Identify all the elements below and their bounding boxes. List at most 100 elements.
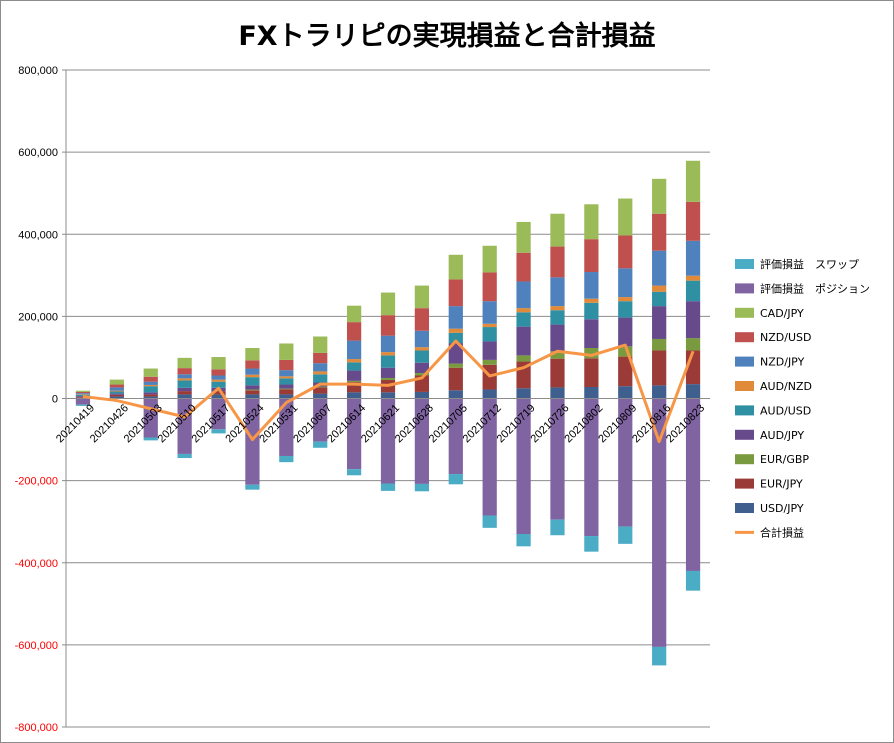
legend-label: EUR/JPY: [760, 478, 803, 491]
bar-eval-position: [414, 398, 430, 484]
bar-USD-JPY: [448, 390, 463, 399]
bar-EUR-JPY: [618, 356, 633, 387]
legend-swatch: [735, 307, 754, 318]
bar-eval-position: [618, 398, 633, 527]
bar-eval-position: [380, 398, 396, 484]
bar-eval-position: [279, 398, 294, 456]
bar-eval-swap: [143, 437, 158, 441]
bar-CAD-JPY: [584, 204, 599, 240]
legend-label: AUD/USD: [760, 404, 811, 417]
legend-label: NZD/JPY: [760, 356, 805, 369]
bar-eval-swap: [313, 441, 328, 448]
bar-NZD-USD: [482, 272, 497, 302]
bar-USD-JPY: [211, 394, 226, 399]
bar-NZD-JPY: [482, 301, 497, 324]
bar-eval-swap: [652, 646, 667, 666]
legend-label: EUR/GBP: [760, 453, 809, 466]
bar-AUD-NZD: [618, 297, 633, 302]
bar-CAD-JPY: [346, 305, 362, 323]
bar-USD-JPY: [245, 394, 260, 399]
legend-label: AUD/JPY: [760, 429, 804, 442]
bar-AUD-JPY: [448, 343, 463, 364]
bar-NZD-USD: [380, 315, 396, 336]
bar-AUD-USD: [685, 280, 701, 302]
bar-CAD-JPY: [380, 292, 396, 316]
bar-NZD-USD: [211, 369, 226, 376]
bar-NZD-JPY: [143, 381, 158, 385]
bar-eval-position: [75, 398, 91, 405]
bar-AUD-USD: [346, 362, 362, 371]
bar-AUD-JPY: [414, 362, 430, 374]
legend-label: 評価損益 ポジション: [760, 281, 870, 295]
bar-NZD-USD: [75, 391, 91, 394]
bar-NZD-USD: [685, 201, 701, 241]
bar-AUD-USD: [245, 377, 260, 386]
bar-NZD-JPY: [516, 281, 531, 309]
bar-eval-swap: [516, 534, 531, 547]
bar-NZD-USD: [346, 322, 362, 341]
bar-eval-position: [482, 398, 497, 516]
bar-NZD-USD: [313, 352, 328, 364]
bar-AUD-USD: [211, 381, 226, 388]
legend-swatch: [735, 259, 754, 269]
total-line: [82, 339, 695, 444]
bar-CAD-JPY: [279, 343, 294, 360]
bar-AUD-NZD: [346, 359, 362, 363]
bar-eval-swap: [380, 483, 396, 491]
bar-NZD-JPY: [685, 240, 701, 276]
y-tick-label: -400,000: [15, 558, 58, 570]
legend-swatch: [735, 332, 754, 343]
bar-NZD-USD: [143, 376, 158, 382]
bar-eval-position: [550, 398, 565, 520]
bar-AUD-NZD: [414, 347, 430, 351]
bar-AUD-JPY: [516, 326, 531, 356]
bar-eval-swap: [245, 484, 260, 490]
y-tick-label: 400,000: [18, 229, 58, 241]
bar-AUD-USD: [652, 291, 667, 307]
bar-USD-JPY: [109, 396, 124, 399]
bar-eval-swap: [346, 469, 362, 476]
bar-eval-position: [346, 398, 362, 470]
bar-NZD-USD: [177, 368, 192, 375]
bar-AUD-NZD: [143, 384, 158, 387]
bar-NZD-JPY: [346, 340, 362, 360]
bar-eval-swap: [211, 429, 226, 434]
bar-NZD-USD: [448, 279, 463, 307]
bar-eval-position: [313, 398, 328, 442]
bar-USD-JPY: [618, 386, 633, 399]
bar-eval-swap: [618, 526, 633, 544]
bar-EUR-JPY: [245, 390, 260, 395]
bar-eval-swap: [685, 570, 701, 591]
bar-eval-swap: [177, 453, 192, 459]
bar-eval-position: [211, 398, 226, 430]
legend-label: 評価損益 スワップ: [760, 257, 859, 271]
bar-NZD-JPY: [313, 363, 328, 372]
y-tick-label: 0: [52, 394, 58, 406]
legend-swatch: [735, 429, 754, 440]
legend-label: USD/JPY: [760, 502, 804, 515]
bar-CAD-JPY: [109, 379, 124, 385]
legend-swatch: [735, 503, 754, 513]
legend-swatch: [735, 454, 754, 465]
y-tick-label: -200,000: [15, 476, 58, 488]
bar-AUD-JPY: [550, 324, 565, 352]
bar-CAD-JPY: [482, 245, 497, 273]
bar-eval-swap: [448, 474, 463, 485]
bar-CAD-JPY: [143, 368, 158, 377]
y-tick-label: 600,000: [18, 147, 58, 159]
bar-CAD-JPY: [618, 198, 633, 236]
legend-label: CAD/JPY: [760, 307, 804, 320]
bar-AUD-NZD: [313, 371, 328, 375]
bar-EUR-GBP: [685, 338, 701, 351]
legend-swatch: [735, 283, 754, 294]
legend-swatch: [735, 381, 754, 391]
bar-AUD-USD: [313, 374, 328, 383]
bar-AUD-USD: [75, 394, 91, 397]
bar-eval-position: [685, 398, 701, 571]
bar-NZD-JPY: [652, 250, 667, 286]
bar-EUR-JPY: [279, 389, 294, 395]
bar-AUD-NZD: [685, 275, 701, 281]
bar-NZD-USD: [414, 308, 430, 331]
bar-EUR-JPY: [177, 391, 192, 395]
